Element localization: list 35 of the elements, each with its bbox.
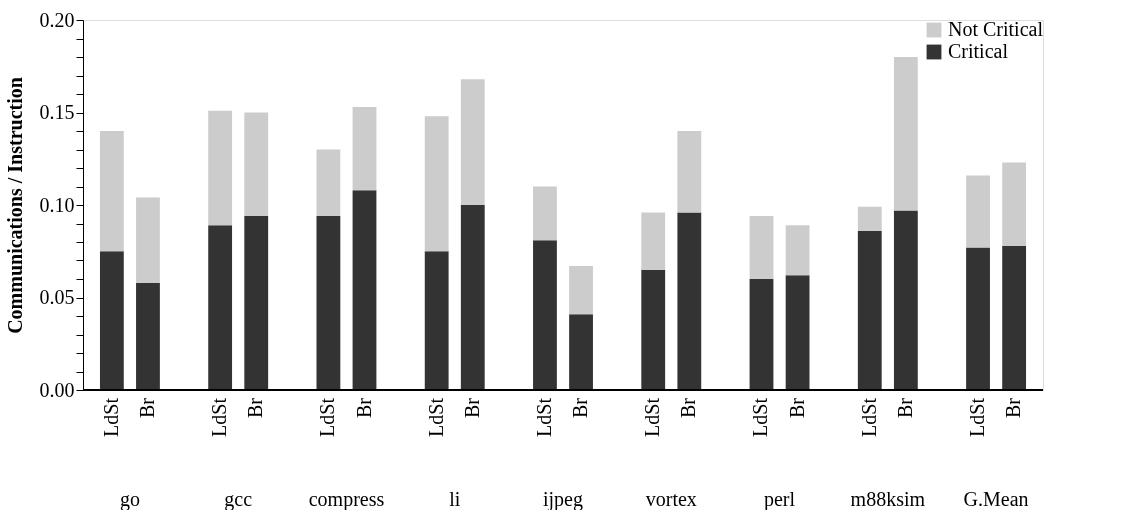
text: ijpeg xyxy=(543,488,583,511)
legend-label: Critical xyxy=(948,40,1009,62)
x-tick-label: Br xyxy=(244,397,267,418)
x-tick-label: Br xyxy=(352,397,375,418)
x-tick-label: LdSt xyxy=(857,397,880,437)
x-tick-label: Br xyxy=(893,397,916,418)
x-tick-label: Br xyxy=(1002,397,1025,418)
y-tick-label: 0.15 xyxy=(39,101,75,123)
x-tick-label: Br xyxy=(460,397,483,418)
text: compress xyxy=(308,488,385,511)
x-tick-label: Br xyxy=(677,397,700,418)
text: li xyxy=(449,488,461,510)
x-tick-label: LdSt xyxy=(966,397,989,437)
y-tick-label: 0.00 xyxy=(39,378,75,401)
text: vortex xyxy=(645,488,697,510)
text: m88ksim xyxy=(850,488,926,510)
text: gcc xyxy=(224,488,253,511)
x-tick-label: LdSt xyxy=(316,397,339,437)
y-tick-label: 0.05 xyxy=(39,286,75,308)
x-tick-label: LdSt xyxy=(532,397,555,437)
y-axis-title: Communications / Instruction xyxy=(3,77,26,334)
text: perl xyxy=(763,488,796,511)
x-tick-label: Br xyxy=(785,397,808,418)
y-tick-label: 0.20 xyxy=(39,8,75,31)
legend-label: Not Critical xyxy=(948,18,1044,40)
text: G.Mean xyxy=(963,488,1029,510)
x-tick-label: Br xyxy=(135,397,158,418)
x-tick-label: LdSt xyxy=(99,397,122,437)
text: go xyxy=(119,488,140,511)
x-tick-label: LdSt xyxy=(749,397,772,437)
y-tick-label: 0.10 xyxy=(39,193,75,216)
x-tick-label: LdSt xyxy=(208,397,231,437)
x-tick-label: LdSt xyxy=(424,397,447,437)
x-tick-label: Br xyxy=(569,397,592,418)
x-tick-label: LdSt xyxy=(641,397,664,437)
